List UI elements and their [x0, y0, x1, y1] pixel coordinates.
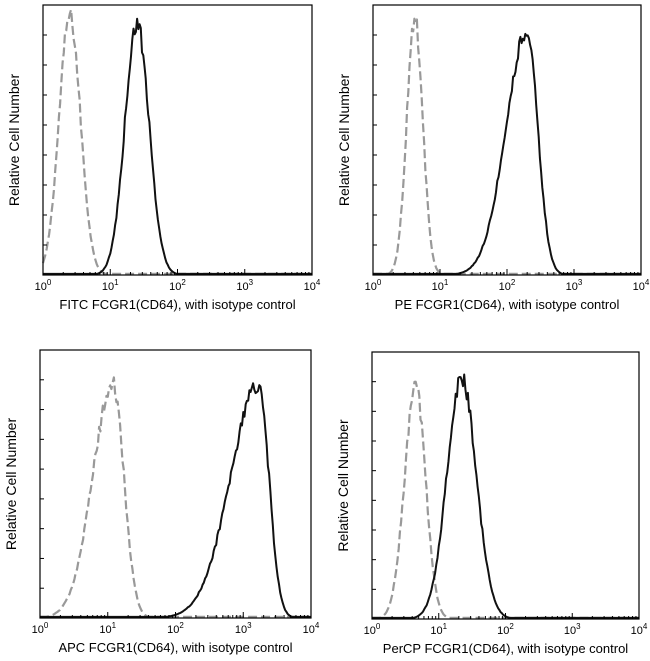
histogram-panel-2: 100 101 102 103 104 PE FCGR1(CD64), with isot… [336, 4, 650, 312]
x-tick-label: 102 [497, 622, 514, 637]
x-tick-label: 100 [35, 278, 52, 293]
plot-frame [372, 4, 642, 276]
x-axis-label: PE FCGR1(CD64), with isotype control [395, 297, 620, 312]
x-tick-label: 101 [432, 278, 449, 293]
x-tick-label: 102 [167, 621, 184, 636]
plot-frame [42, 4, 313, 276]
x-tick-label: 100 [364, 622, 381, 637]
x-tick-label: 102 [169, 278, 186, 293]
isotype-control-curve [372, 380, 639, 619]
x-tick-label: 104 [633, 278, 650, 293]
stained-sample-curve [40, 382, 311, 618]
x-tick-label: 101 [102, 278, 119, 293]
stained-sample-curve [373, 32, 641, 275]
x-tick-label: 101 [99, 621, 116, 636]
histogram-panel-1: 100 101 102 103 104 FITC FCGR1(CD64), with is… [6, 4, 321, 312]
isotype-control-curve [373, 17, 641, 275]
x-tick-label: 103 [564, 622, 581, 637]
y-axis-label: Relative Cell Number [3, 418, 19, 551]
x-tick-label: 103 [236, 278, 253, 293]
x-tick-label: 102 [499, 278, 516, 293]
y-axis-label: Relative Cell Number [6, 74, 22, 207]
isotype-control-curve [41, 8, 312, 275]
x-tick-label: 104 [631, 622, 648, 637]
x-tick-label: 100 [32, 621, 49, 636]
x-tick-label: 101 [430, 622, 447, 637]
x-axis-label: PerCP FCGR1(CD64), with isotype control [383, 641, 629, 656]
x-axis-label: APC FCGR1(CD64), with isotype control [58, 640, 292, 655]
x-tick-label: 104 [303, 621, 320, 636]
y-axis-label: Relative Cell Number [335, 419, 351, 552]
stained-sample-curve [372, 373, 639, 619]
histogram-panel-3: 100 101 102 103 104 APC FCGR1(CD64), with iso… [3, 349, 320, 655]
x-tick-label: 104 [304, 278, 321, 293]
x-tick-label: 103 [235, 621, 252, 636]
x-tick-label: 100 [365, 278, 382, 293]
x-tick-label: 103 [566, 278, 583, 293]
x-axis-label: FITC FCGR1(CD64), with isotype control [59, 297, 295, 312]
y-axis-label: Relative Cell Number [336, 74, 352, 207]
